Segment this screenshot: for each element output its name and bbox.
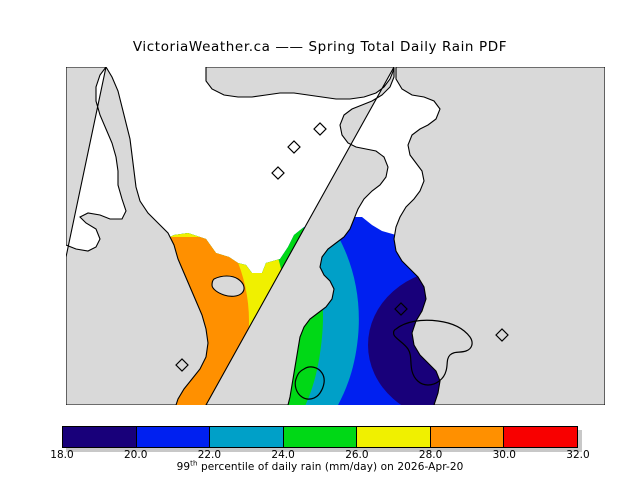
colorbar-caption: 99th percentile of daily rain (mm/day) o… [0, 459, 640, 473]
station-marker-3[interactable] [313, 122, 327, 136]
colorbar-band-28-30[interactable] [430, 427, 505, 447]
landmass-west [66, 67, 209, 405]
colorbar-tick-4: 26.0 [345, 449, 369, 461]
caption-rest: percentile of daily rain (mm/day) on 202… [197, 461, 464, 473]
station-marker-6[interactable] [495, 328, 509, 342]
landmass-east [393, 67, 605, 405]
colorbar-tick-1: 20.0 [123, 449, 148, 461]
island-outline-inlet [211, 275, 245, 297]
colorbar-tick-2: 22.0 [197, 449, 222, 461]
page-title: VictoriaWeather.ca —— Spring Total Daily… [132, 39, 508, 55]
caption-percentile-number: 99 [176, 461, 191, 473]
island-outline-central [294, 366, 325, 400]
station-marker-1[interactable] [175, 358, 189, 372]
colorbar-tick-3: 24.0 [271, 449, 295, 461]
station-marker-4[interactable] [271, 166, 285, 180]
colorbar-band-20-22[interactable] [136, 427, 211, 447]
colorbar-band-30-32[interactable] [504, 427, 578, 447]
island-outline-southeast [393, 319, 473, 386]
contour-band-28-30 [166, 237, 250, 405]
colorbar-band-26-28[interactable] [357, 427, 431, 447]
colorbar-band-24-26[interactable] [283, 427, 358, 447]
colorbar[interactable] [62, 426, 578, 448]
colorbar-band-22-24[interactable] [210, 427, 284, 447]
station-marker-2[interactable] [287, 140, 301, 154]
colorbar-tick-0: 18.0 [50, 449, 74, 461]
colorbar-band-18-20[interactable] [63, 427, 137, 447]
landmass-central [205, 67, 395, 405]
colorbar-tick-7: 32.0 [566, 449, 590, 461]
colorbar-tick-6: 30.0 [492, 449, 516, 461]
map-panel[interactable] [66, 67, 605, 405]
station-marker-group[interactable] [175, 122, 509, 372]
colorbar-container [62, 426, 582, 452]
caption-ordinal-suffix: th [190, 459, 198, 468]
station-marker-5[interactable] [394, 302, 408, 316]
colorbar-tick-5: 28.0 [418, 449, 443, 461]
colorbar-tick-labels: 18.0 20.0 22.0 24.0 26.0 28.0 30.0 32.0 [50, 449, 589, 463]
contour-map[interactable] [66, 67, 605, 405]
